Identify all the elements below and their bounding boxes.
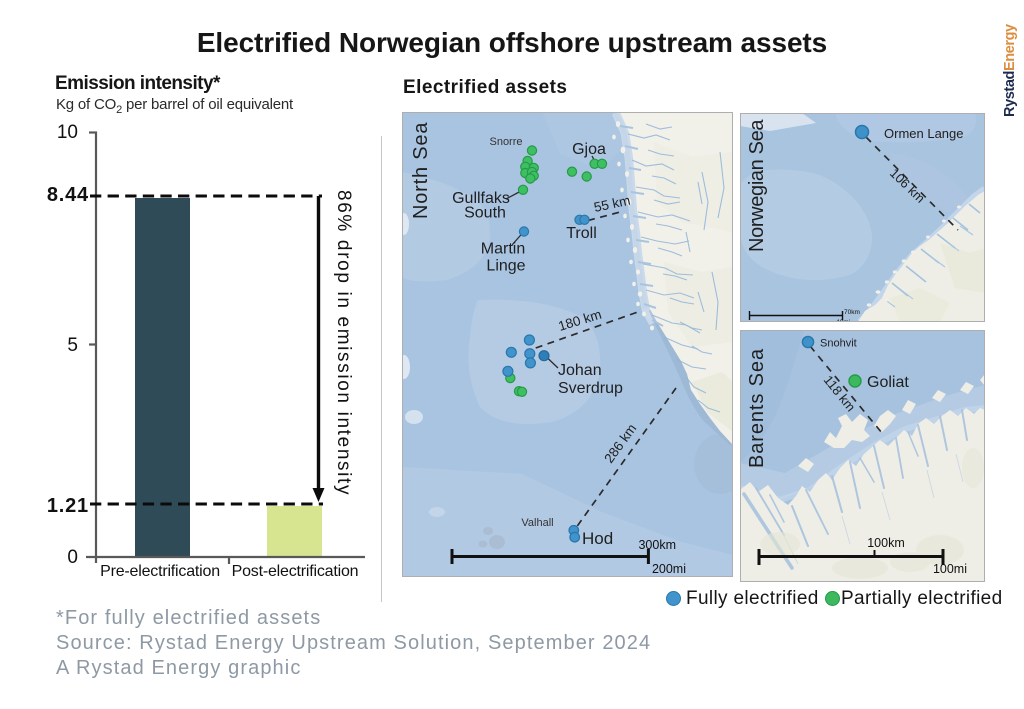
svg-text:100mi: 100mi <box>933 562 967 576</box>
svg-text:Ormen Lange: Ormen Lange <box>884 126 964 141</box>
svg-text:Troll: Troll <box>566 225 597 242</box>
svg-text:North Sea: North Sea <box>410 122 432 219</box>
svg-text:Gjoa: Gjoa <box>572 141 606 158</box>
svg-text:South: South <box>464 205 506 222</box>
svg-text:Snorre: Snorre <box>489 136 522 148</box>
svg-text:Snohvit: Snohvit <box>820 338 857 350</box>
svg-text:Martin: Martin <box>481 241 525 258</box>
svg-text:Barents Sea: Barents Sea <box>746 348 768 468</box>
svg-text:Goliat: Goliat <box>867 374 909 391</box>
svg-text:Valhall: Valhall <box>521 517 553 529</box>
svg-text:40mi: 40mi <box>836 319 850 322</box>
svg-text:100km: 100km <box>867 536 905 550</box>
svg-text:Linge: Linge <box>486 258 525 275</box>
svg-text:200mi: 200mi <box>652 562 686 576</box>
svg-text:300km: 300km <box>638 538 676 552</box>
svg-text:Norwegian Sea: Norwegian Sea <box>746 119 768 252</box>
svg-text:Hod: Hod <box>582 529 613 548</box>
svg-text:Gullfaks: Gullfaks <box>452 190 510 207</box>
svg-text:Johan: Johan <box>558 362 602 379</box>
svg-text:55 km: 55 km <box>593 193 632 215</box>
svg-text:Sverdrup: Sverdrup <box>558 380 623 397</box>
svg-text:70km: 70km <box>844 309 860 316</box>
